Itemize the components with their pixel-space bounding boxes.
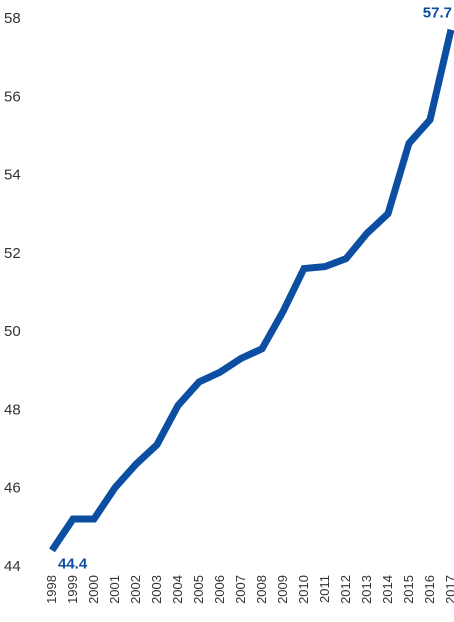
x-tick-label: 2007: [233, 575, 248, 604]
y-tick-label: 48: [4, 401, 21, 418]
y-tick-label: 50: [4, 323, 21, 340]
series-group: [49, 28, 454, 553]
data-labels: 44.4 57.7: [58, 5, 452, 573]
y-tick-label: 46: [4, 480, 21, 497]
x-tick-label: 2013: [359, 575, 374, 604]
x-tick-label: 2002: [128, 575, 143, 604]
x-tick-label: 2003: [149, 575, 164, 604]
y-tick-label: 56: [4, 88, 21, 105]
x-tick-label: 2010: [296, 575, 311, 604]
y-tick-label: 44: [4, 558, 21, 575]
y-axis-ticks: 44 46 48 50 52 54 56 58: [4, 10, 21, 575]
x-tick-label: 2012: [338, 575, 353, 604]
x-tick-label: 2014: [380, 575, 395, 604]
x-tick-label: 2016: [422, 575, 437, 604]
data-label: 44.4: [58, 555, 88, 572]
y-tick-label: 52: [4, 245, 21, 262]
y-tick-label: 54: [4, 167, 21, 184]
x-tick-label: 2005: [191, 575, 206, 604]
x-tick-label: 2006: [212, 575, 227, 604]
x-tick-label: 1998: [44, 575, 59, 604]
series-line: [49, 28, 454, 553]
x-axis-ticks: 1998 1999 2000 2001 2002 2003 2004 2005 2006 2007…: [44, 575, 454, 604]
x-tick-label: 2004: [170, 575, 185, 604]
x-tick-label: 1999: [65, 575, 80, 604]
x-tick-label: 2009: [275, 575, 290, 604]
x-tick-label: 2008: [254, 575, 269, 604]
x-tick-label: 2011: [317, 575, 332, 603]
x-tick-label: 2000: [86, 575, 101, 604]
data-label: 57.7: [423, 5, 452, 22]
x-tick-label: 2015: [401, 575, 416, 604]
x-tick-label: 2017: [443, 575, 454, 604]
y-tick-label: 58: [4, 10, 21, 27]
x-tick-label: 2001: [107, 575, 122, 604]
